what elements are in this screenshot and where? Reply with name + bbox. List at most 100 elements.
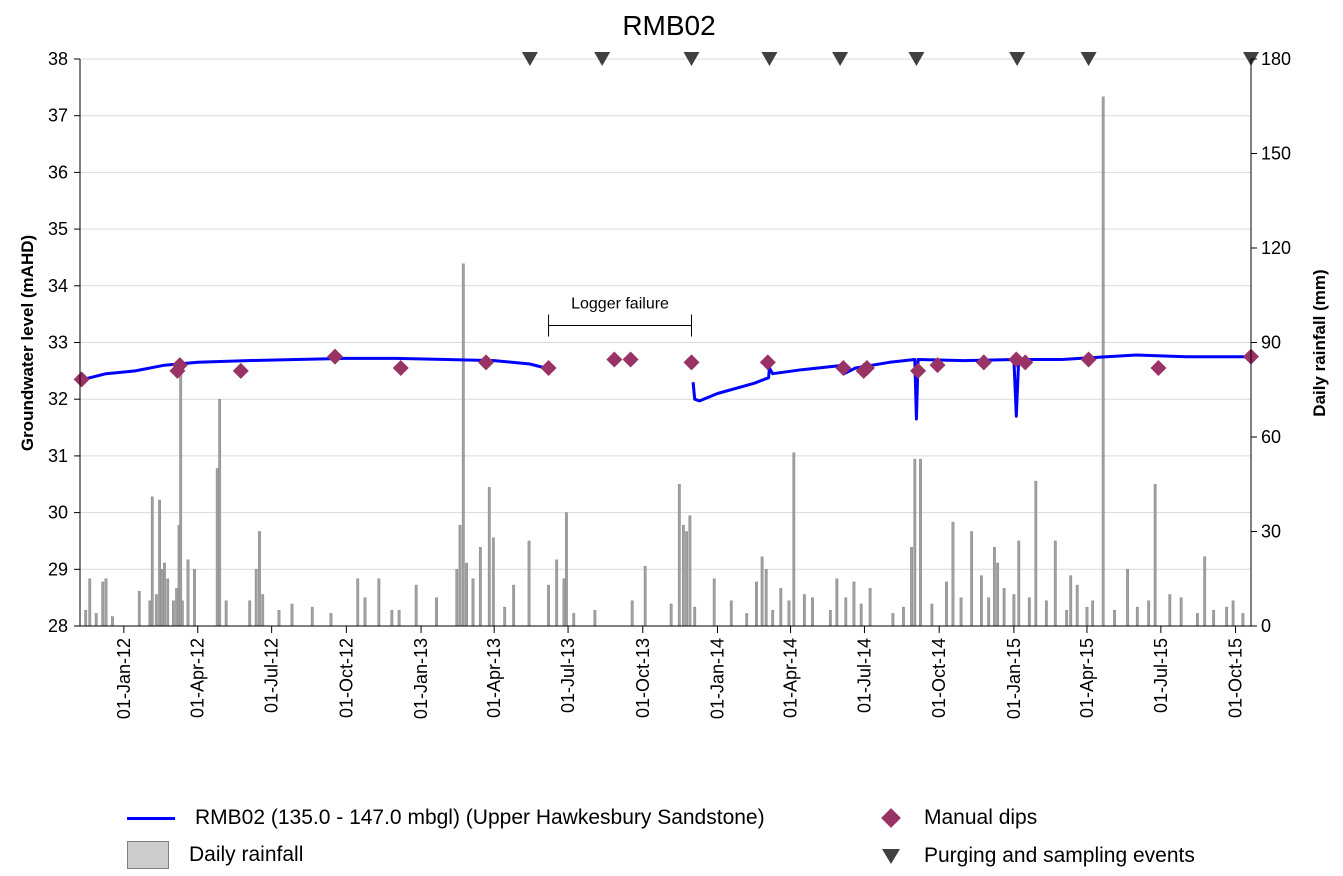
- rainfall-bar: [555, 559, 559, 627]
- y2-tick-label: 30: [1261, 522, 1281, 542]
- rainfall-bar: [891, 613, 895, 627]
- rainfall-bar: [844, 597, 848, 627]
- rainfall-bar: [729, 600, 733, 627]
- rainfall-bar: [811, 597, 814, 627]
- rainfall-bar: [1147, 600, 1151, 627]
- rainfall-bar: [455, 569, 459, 627]
- rainfall-bar: [277, 610, 281, 627]
- y-tick-label: 33: [48, 333, 68, 353]
- rainfall-bar: [951, 521, 955, 627]
- rainfall-bar: [771, 610, 775, 627]
- groundwater-series: [82, 353, 1251, 421]
- rainfall-bar: [562, 578, 566, 627]
- y2-tick-label: 60: [1261, 427, 1281, 447]
- rainfall-bar: [685, 531, 689, 627]
- rainfall-bar: [992, 547, 996, 627]
- sampling-event-marker: [832, 52, 849, 66]
- rainfall-bar: [1153, 484, 1157, 627]
- rainfall-bar: [1179, 597, 1183, 627]
- y-tick-label: 29: [48, 559, 68, 579]
- y-tick-label: 35: [48, 219, 68, 239]
- rainfall-bar: [186, 559, 190, 627]
- groundwater-line: [691, 353, 1251, 421]
- rainfall-bar: [310, 606, 314, 627]
- rainfall-bar: [224, 600, 228, 627]
- manual-dip-point: [858, 360, 875, 377]
- rainfall-bar: [356, 578, 360, 627]
- rainfall-bar: [1203, 556, 1207, 627]
- rainfall-bar: [930, 603, 934, 627]
- rainfall-bar: [1027, 597, 1031, 627]
- rainfall-bar: [852, 581, 856, 627]
- manual-dip-point: [232, 362, 249, 379]
- rainfall-bar: [248, 600, 252, 627]
- rainfall-bar: [1168, 594, 1172, 627]
- y-axis-label: Groundwater level (mAHD): [18, 235, 37, 451]
- manual-dip-point: [540, 360, 557, 377]
- rainfall-bar: [760, 556, 764, 627]
- rainfall-bar: [390, 610, 394, 627]
- rainfall-bar: [154, 594, 158, 627]
- x-tick-label: 01-Jan-13: [411, 638, 431, 719]
- rainfall-bar: [835, 578, 839, 627]
- rainfall-bar: [1101, 96, 1105, 627]
- rainfall-bar: [593, 610, 597, 627]
- x-tick-label: 01-Oct-14: [929, 638, 949, 718]
- manual-dip-point: [759, 354, 776, 371]
- x-tick-label: 01-Apr-14: [781, 638, 801, 718]
- y2-tick-label: 180: [1261, 49, 1291, 69]
- rainfall-bar: [1065, 610, 1069, 627]
- rainfall-bar: [868, 588, 872, 627]
- rainfall-bar: [104, 578, 108, 627]
- manual-dip-point: [1080, 351, 1097, 368]
- chart-title: RMB02: [622, 10, 715, 41]
- groundwater-line: [82, 356, 546, 381]
- rainfall-bar: [1017, 540, 1021, 627]
- rainfall-bar: [1135, 606, 1139, 627]
- rainfall-bar: [163, 562, 166, 627]
- rainfall-bar: [996, 562, 1000, 627]
- rainfall-bar: [787, 600, 791, 627]
- rainfall-bar: [669, 603, 673, 627]
- manual-dips-series: [73, 348, 1259, 388]
- rainfall-bar: [1225, 606, 1229, 627]
- rainfall-bar: [465, 562, 468, 627]
- rainfall-bar: [547, 584, 550, 627]
- rainfall-bar: [175, 588, 179, 627]
- x-tick-label: 01-Oct-13: [633, 638, 653, 718]
- rainfall-bar: [180, 600, 184, 627]
- manual-dip-point: [622, 351, 639, 368]
- y2-axis-label: Daily rainfall (mm): [1310, 269, 1329, 416]
- sampling-event-marker: [683, 52, 700, 66]
- rainfall-bar: [166, 578, 170, 627]
- rainfall-bar: [435, 597, 438, 627]
- x-tick-label: 01-Apr-13: [484, 638, 504, 718]
- rainfall-bar: [377, 578, 381, 627]
- rainfall-bar: [1069, 575, 1073, 627]
- rainfall-bar: [329, 613, 333, 627]
- rainfall-bar: [1091, 600, 1095, 627]
- rainfall-bar: [491, 537, 495, 627]
- rainfall-bar: [461, 263, 465, 627]
- y2-tick-label: 0: [1261, 616, 1271, 636]
- rainfall-bar: [1012, 594, 1016, 627]
- rainfall-bar: [1241, 613, 1245, 627]
- rainfall-bar: [487, 487, 491, 627]
- manual-dip-point: [326, 348, 343, 365]
- rainfall-bar: [802, 594, 806, 627]
- sampling-event-marker: [521, 52, 538, 66]
- annotation-text: Logger failure: [571, 295, 669, 312]
- rainfall-bar: [970, 531, 974, 627]
- rainfall-bar: [565, 512, 568, 627]
- rainfall-bar: [681, 525, 685, 627]
- rainfall-bar: [1212, 610, 1216, 627]
- rainfall-bar: [458, 525, 462, 627]
- rainfall-bar: [512, 584, 516, 627]
- y-tick-label: 36: [48, 162, 68, 182]
- rainfall-bar: [258, 531, 261, 627]
- rainfall-bar: [179, 373, 183, 627]
- rainfall-bar: [1231, 600, 1235, 627]
- rainfall-bar: [150, 496, 154, 627]
- rainfall-bar: [397, 610, 401, 627]
